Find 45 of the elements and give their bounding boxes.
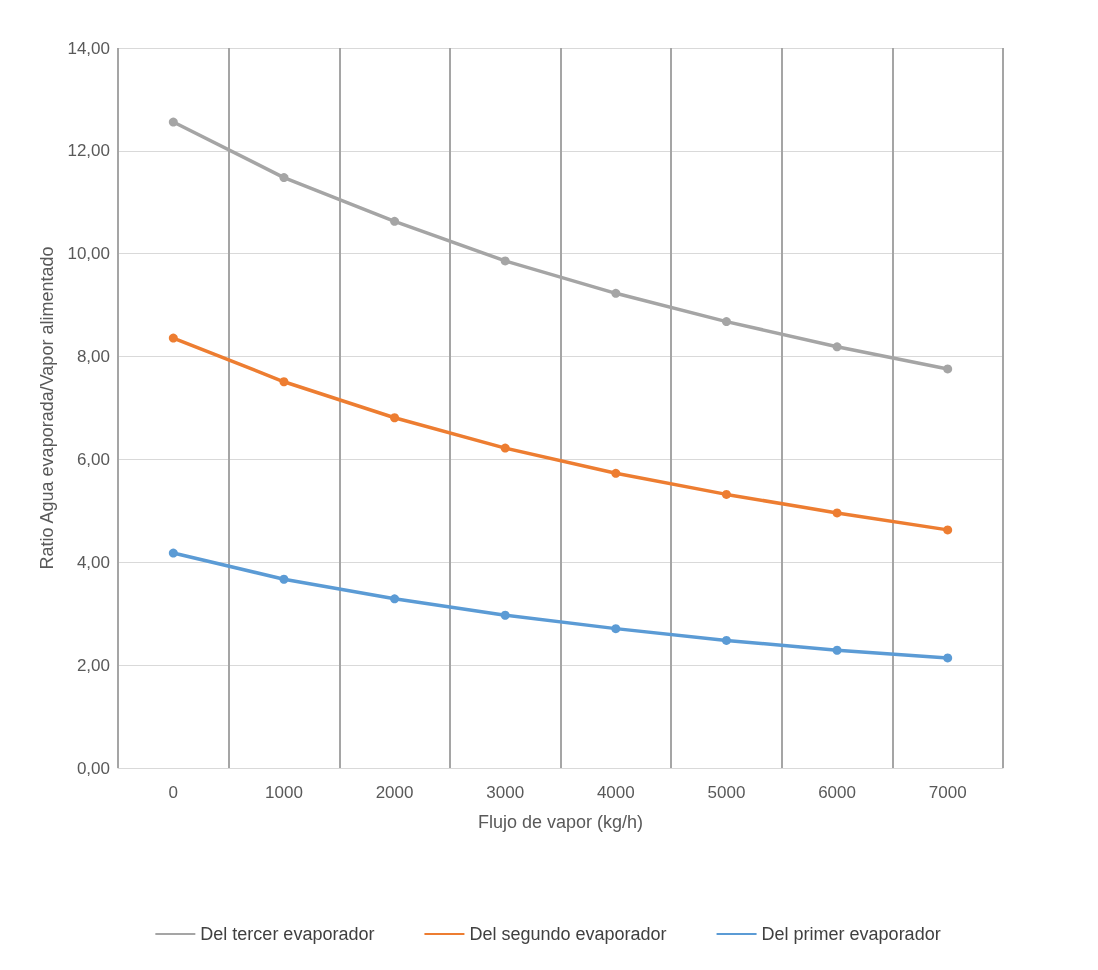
point <box>832 508 842 518</box>
y-tick-label: 0,00 <box>76 758 110 778</box>
y-tick-label: 14,00 <box>67 38 110 58</box>
x-tick-label: 6000 <box>818 783 856 802</box>
point <box>721 489 731 499</box>
y-tick-label: 10,00 <box>67 244 110 264</box>
legend-label: Del primer evaporador <box>761 924 941 944</box>
x-axis-title: Flujo de vapor (kg/h) <box>477 812 644 832</box>
legend-label: Del tercer evaporador <box>200 924 375 944</box>
point <box>832 645 842 655</box>
y-tick-label: 2,00 <box>76 655 110 675</box>
x-tick-label: 1000 <box>265 783 303 802</box>
point <box>500 256 510 266</box>
point <box>390 216 400 226</box>
point <box>611 624 621 634</box>
y-axis-title: Ratio Agua evaporada/Vapor alimentado <box>37 246 57 570</box>
x-tick-label: 2000 <box>375 783 414 802</box>
legend-label: Del segundo evaporador <box>469 924 667 944</box>
y-tick-label: 4,00 <box>76 552 110 572</box>
point <box>168 548 178 558</box>
y-tick-label: 8,00 <box>76 347 110 367</box>
y-tick-label: 12,00 <box>67 141 110 161</box>
point <box>500 443 510 453</box>
point <box>279 574 289 584</box>
point <box>721 317 731 327</box>
x-tick-label: 7000 <box>928 783 967 802</box>
x-tick-label: 3000 <box>486 783 525 802</box>
point <box>168 117 178 127</box>
point <box>390 594 400 604</box>
y-tick-label: 6,00 <box>76 449 110 469</box>
point <box>611 468 621 478</box>
point <box>500 610 510 620</box>
point <box>390 413 400 423</box>
point <box>721 635 731 645</box>
x-tick-label: 0 <box>168 783 179 802</box>
point <box>832 342 842 352</box>
point <box>943 653 953 663</box>
point <box>168 333 178 343</box>
point <box>279 377 289 387</box>
point <box>943 525 953 535</box>
point <box>611 288 621 298</box>
x-tick-label: 5000 <box>707 783 746 802</box>
point <box>279 173 289 183</box>
point <box>943 364 953 374</box>
x-tick-label: 4000 <box>596 783 635 802</box>
